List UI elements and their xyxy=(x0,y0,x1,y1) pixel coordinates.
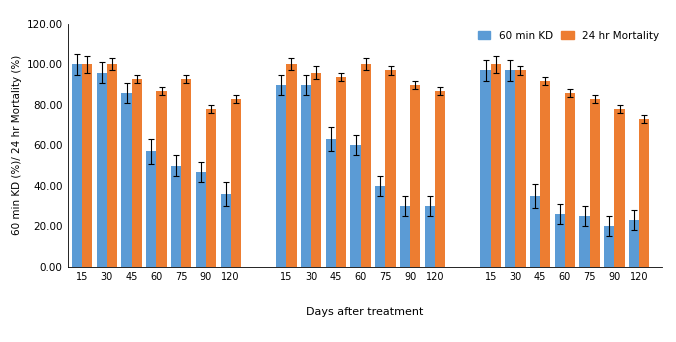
Bar xyxy=(614,109,625,267)
Bar xyxy=(311,73,321,267)
Bar xyxy=(220,194,231,267)
Bar xyxy=(361,64,371,267)
Bar xyxy=(604,226,614,267)
Bar xyxy=(206,109,216,267)
Bar xyxy=(276,85,287,267)
Bar xyxy=(336,77,346,267)
Bar xyxy=(639,119,650,267)
Bar xyxy=(410,85,420,267)
Bar xyxy=(350,145,361,267)
Bar xyxy=(540,81,550,267)
Bar xyxy=(301,85,311,267)
Bar xyxy=(385,70,395,267)
Bar xyxy=(400,206,410,267)
Bar xyxy=(231,99,241,267)
Bar xyxy=(375,186,385,267)
Bar xyxy=(132,79,142,267)
Bar xyxy=(97,73,107,267)
Bar xyxy=(196,172,206,267)
Bar xyxy=(579,216,589,267)
Bar xyxy=(122,93,132,267)
Bar xyxy=(629,220,639,267)
Bar xyxy=(481,70,491,267)
X-axis label: Days after treatment: Days after treatment xyxy=(306,307,424,317)
Bar xyxy=(589,99,600,267)
Bar xyxy=(287,64,297,267)
Bar xyxy=(515,70,526,267)
Legend: 60 min KD, 24 hr Mortality: 60 min KD, 24 hr Mortality xyxy=(474,27,663,45)
Y-axis label: 60 min KD (%)/ 24 hr Mortality (%): 60 min KD (%)/ 24 hr Mortality (%) xyxy=(12,55,22,236)
Bar xyxy=(435,91,445,267)
Bar xyxy=(565,93,575,267)
Bar xyxy=(505,70,515,267)
Bar xyxy=(425,206,435,267)
Bar xyxy=(72,64,82,267)
Bar xyxy=(326,139,336,267)
Bar xyxy=(530,196,540,267)
Bar xyxy=(107,64,117,267)
Bar xyxy=(555,214,565,267)
Bar xyxy=(146,152,156,267)
Bar xyxy=(181,79,191,267)
Bar xyxy=(491,64,501,267)
Bar xyxy=(82,64,93,267)
Bar xyxy=(156,91,166,267)
Bar xyxy=(171,166,181,267)
